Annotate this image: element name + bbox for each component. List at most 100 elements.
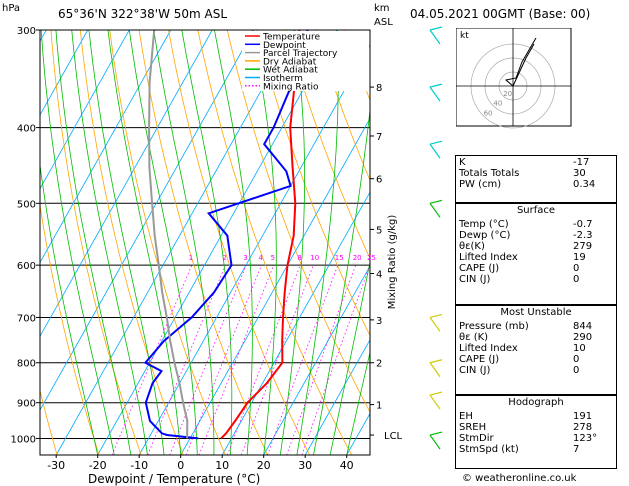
dry-adiabat-line [138,30,268,455]
mixing-ratio-line [169,265,247,455]
pressure-tick-label: 600 [17,261,36,272]
mixing-ratio-line [147,265,226,455]
wind-barb [429,86,441,102]
isotherm-line [221,191,370,455]
legend-entry: Wet Adiabat [263,66,318,76]
wind-barb [429,434,441,450]
wet-adiabat-line [40,162,99,455]
wet-adiabat-line [71,30,148,455]
surface-box: Surface Temp (°C) -0.7 Dewp (°C) -2.3 θε(K) 2… [455,203,617,305]
dry-adiabat-line [40,388,58,455]
altitude-tick-label: 8 [376,83,382,94]
hodograph_table-row-label: EH [459,411,473,422]
wind-barb-flag [429,359,443,364]
pressure-unit-label: hPa [2,3,21,14]
pressure-tick-label: 700 [17,313,36,324]
isotherm-line [40,30,213,338]
altitude-tick-label: 4 [376,270,382,281]
unstable-row-label: CAPE (J) [459,354,500,365]
unstable-row-label: CIN (J) [459,365,491,376]
isotherm-line [180,117,370,455]
dry-adiabat-line [168,30,310,455]
surface-row-label: CAPE (J) [459,263,500,274]
pressure-tick-label: 300 [17,26,36,37]
pw-label: PW (cm) [459,179,502,190]
isotherm-line [40,30,255,411]
unstable-row-value: 844 [573,321,593,332]
hodograph-box: Hodograph EH 191 SREH 278 StmDir 123° StmSpd (… [455,395,617,469]
wind-barb [429,29,441,45]
mixing-ratio-tick-label: 25 [367,254,376,262]
mixing-ratio-line [111,265,193,455]
wet-adiabat-line [251,30,277,455]
dry-adiabat-line [40,203,100,455]
mixing-ratio-tick-label: 4 [258,254,263,262]
wet-adiabat-line [55,30,132,455]
temperature-tick-label: -10 [130,459,148,472]
altitude-tick-label: 5 [376,225,382,236]
dry-adiabat-line [0,30,15,455]
unstable-title: Most Unstable [500,307,572,318]
dry-adiabat-line [226,30,370,413]
altitude-tick-label: LCL [384,431,403,442]
hodograph-unit-label: kt [460,31,469,41]
isotherm-line [55,30,296,455]
mixing-ratio-line [185,265,262,455]
wind-barb [429,362,441,378]
isotherm-line [0,30,5,455]
pw-value: 0.34 [573,179,596,190]
surface-title: Surface [516,205,556,216]
plot-frame [39,29,371,456]
unstable-table: Pressure (mb) 844 θε (K) 290 Lifted Index 10 C… [456,321,616,376]
surface-row-value: 19 [573,252,586,263]
temperature-tick-label: 10 [215,459,229,472]
dry-adiabat-line [197,30,353,455]
unstable-row-label: Lifted Index [459,343,518,354]
dry-adiabat-line [50,30,142,455]
unstable-row-value: 10 [573,343,586,354]
wind-barb-flag [429,391,443,396]
wet-adiabat-line [346,350,370,455]
altitude-tick-label: 2 [376,359,382,370]
tt-label: Totals Totals [459,168,520,179]
unstable-row-value: 290 [573,332,593,343]
temperature-tick-label: 40 [340,459,354,472]
dry-adiabat-line [285,30,370,260]
altitude-tick-label: 6 [376,175,382,186]
mixing-ratio-axis-label: Mixing Ratio (g/kg) [387,214,398,310]
isotherm-line [40,30,172,264]
isotherm-line [40,30,89,116]
mixing-ratio-line [198,265,275,455]
wind-barb-flag [429,140,443,145]
hodograph-ring-label: 40 [493,100,502,108]
surface-row-label: CIN (J) [459,274,491,285]
pressure-tick-label: 400 [17,124,36,135]
wind-barb [429,317,441,332]
wet-adiabat-line [329,259,370,455]
surface-row-value: 0 [573,263,580,274]
credit-label: © weatheronline.co.uk [462,473,577,484]
hodograph-ring-label: 20 [503,90,512,98]
wet-adiabat-line [313,106,370,455]
parcel-trajectory-line [148,30,189,439]
surface-row-label: Temp (°C) [459,219,509,230]
wind-barb-flag [429,83,443,88]
unstable-row-label: θε (K) [459,332,489,343]
dry-adiabat-line [79,30,184,455]
wet-adiabat-line [296,30,339,455]
surface-row-label: Lifted Index [459,252,518,263]
wet-adiabat-line [153,30,215,455]
temperature-line [220,30,301,440]
wind-barb [429,202,441,218]
hodograph-trace [504,37,537,87]
legend-entry: Temperature [262,33,320,43]
hodograph_table-row-label: StmDir [459,433,494,444]
hodograph_table-row-label: StmSpd (kt) [459,444,519,455]
wind-barb-flag [429,313,443,319]
hodograph_table-row-value: 123° [573,433,598,444]
mixing-ratio-tick-label: 2 [222,254,226,262]
hodograph-ring-label: 60 [484,109,493,117]
mixing-ratio-tick-label: 8 [297,254,301,262]
